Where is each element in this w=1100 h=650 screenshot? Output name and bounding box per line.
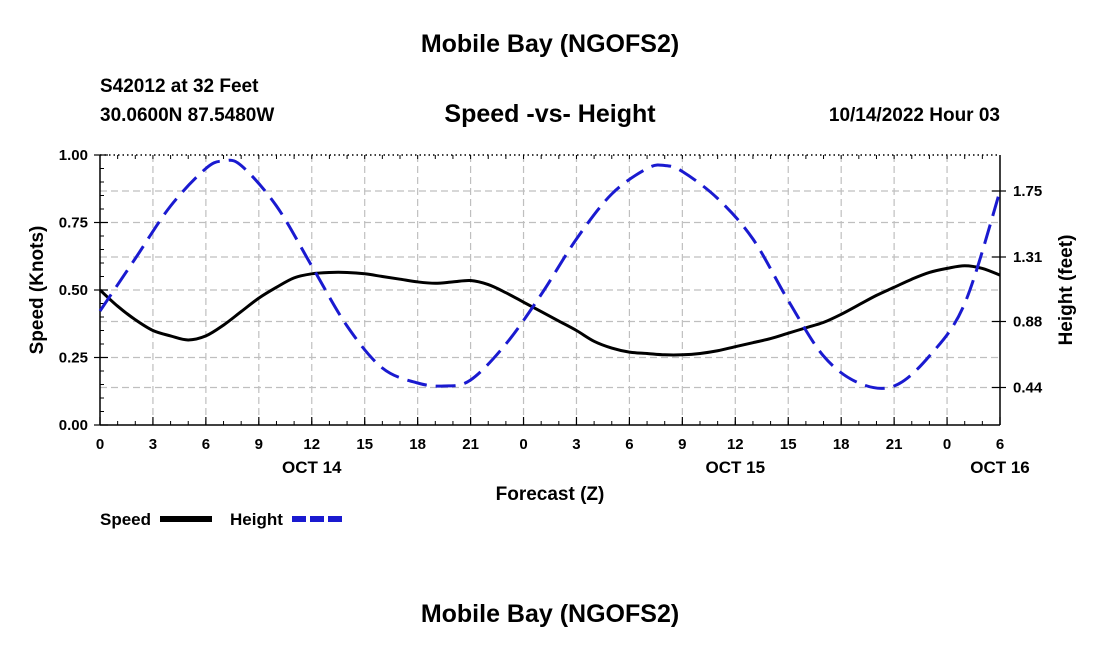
speed-series-line bbox=[98, 264, 1001, 357]
x-axis-title: Forecast (Z) bbox=[496, 484, 605, 505]
y-tick-label: 0.50 bbox=[59, 282, 88, 299]
x-tick-label: 3 bbox=[572, 436, 580, 453]
x-tick-label: 18 bbox=[833, 436, 850, 453]
station-label: S42012 at 32 Feet bbox=[100, 76, 259, 97]
x-tick-label: 0 bbox=[943, 436, 951, 453]
x-tick-label: 9 bbox=[255, 436, 263, 453]
y2-tick-label: 1.31 bbox=[1013, 249, 1042, 266]
height-series-line bbox=[98, 158, 1002, 390]
x-tick-label: 12 bbox=[303, 436, 320, 453]
x-tick-label: 6 bbox=[996, 436, 1004, 453]
y-axis-title: Speed (Knots) bbox=[27, 226, 48, 355]
x-tick-label: 6 bbox=[625, 436, 633, 453]
page-title: Mobile Bay (NGOFS2) bbox=[420, 30, 680, 58]
footer-title: Mobile Bay (NGOFS2) bbox=[420, 600, 680, 628]
forecast-datetime: 10/14/2022 Hour 03 bbox=[828, 105, 1000, 126]
y-tick-label: 0.75 bbox=[59, 215, 88, 232]
y2-tick-label: 0.44 bbox=[1013, 380, 1043, 397]
y2-axis-title: Height (feet) bbox=[1056, 235, 1077, 346]
y-tick-label: 0.00 bbox=[59, 417, 88, 434]
x-tick-label: 0 bbox=[519, 436, 527, 453]
x-tick-label: 3 bbox=[149, 436, 157, 453]
x-tick-label: 6 bbox=[202, 436, 210, 453]
y-tick-label: 0.25 bbox=[59, 350, 88, 367]
x-tick-label: 0 bbox=[96, 436, 104, 453]
legend-height-label: Height bbox=[230, 510, 283, 529]
y2-tick-label: 1.75 bbox=[1013, 183, 1042, 200]
y2-tick-label: 0.88 bbox=[1013, 314, 1042, 331]
x-tick-label: 15 bbox=[780, 436, 797, 453]
legend-speed-label: Speed bbox=[100, 510, 151, 529]
x-date-label: OCT 14 bbox=[282, 458, 342, 477]
chart-title: Speed -vs- Height bbox=[444, 100, 656, 128]
x-tick-label: 15 bbox=[356, 436, 373, 453]
x-tick-label: 18 bbox=[409, 436, 426, 453]
x-tick-label: 9 bbox=[678, 436, 686, 453]
x-tick-label: 21 bbox=[462, 436, 479, 453]
x-date-label: OCT 16 bbox=[970, 458, 1030, 477]
coordinates-label: 30.0600N 87.5480W bbox=[100, 105, 275, 126]
y-tick-label: 1.00 bbox=[59, 147, 88, 164]
x-tick-label: 21 bbox=[886, 436, 903, 453]
x-tick-label: 12 bbox=[727, 436, 744, 453]
x-date-label: OCT 15 bbox=[706, 458, 766, 477]
